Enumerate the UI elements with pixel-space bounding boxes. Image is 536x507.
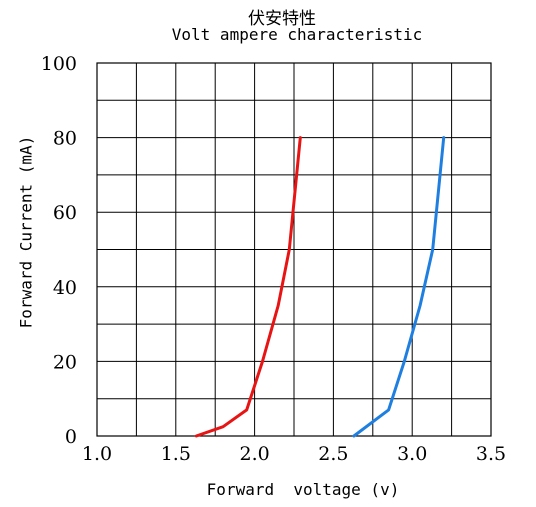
series-line-2 [352, 136, 446, 438]
x-tick-label: 1.5 [161, 443, 191, 465]
y-tick-label: 0 [65, 426, 77, 448]
x-tick-label: 2.0 [239, 443, 269, 465]
x-tick-label: 3.0 [397, 443, 427, 465]
chart-subtitle: Volt ampere characteristic [171, 25, 423, 44]
x-tick-label: 2.5 [318, 443, 348, 465]
x-axis-label: Forward voltage (v) [206, 480, 400, 499]
x-tick-label: 1.0 [82, 443, 112, 465]
plot-frame [96, 62, 492, 437]
y-tick-label: 20 [53, 351, 77, 373]
y-tick-label: 80 [53, 128, 77, 150]
y-axis-label: Forward Current (mA) [16, 135, 36, 329]
series-line-1 [194, 136, 302, 438]
chart-title: 伏安特性 [248, 9, 316, 29]
x-tick-label: 3.5 [476, 443, 506, 465]
y-tick-label: 60 [53, 202, 77, 224]
y-tick-label: 100 [41, 53, 77, 75]
y-tick-label: 40 [53, 277, 77, 299]
